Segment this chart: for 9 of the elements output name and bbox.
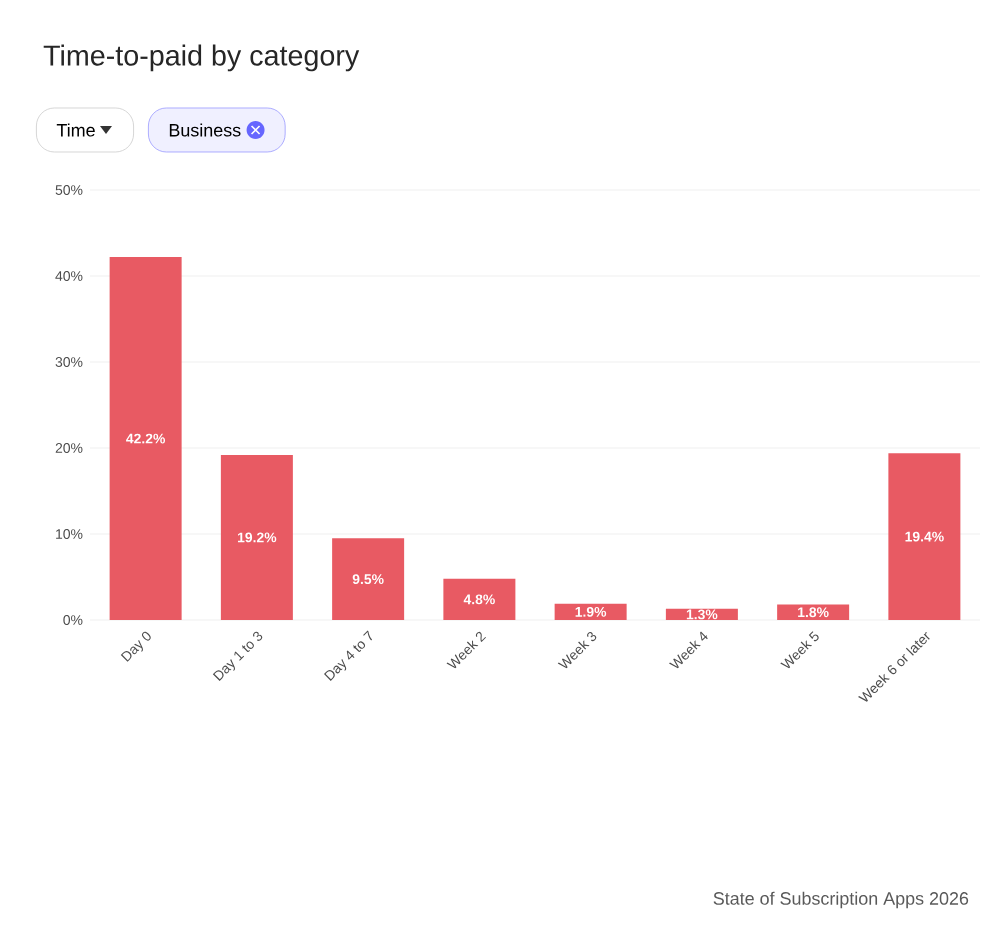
- bar: [443, 578, 516, 620]
- bar: [888, 453, 961, 620]
- bar: [332, 538, 405, 620]
- bar: [220, 454, 293, 620]
- chart-title: Time-to-paid by category: [43, 44, 360, 72]
- bar: [109, 257, 182, 620]
- text: State of Subscription Apps 2026: [713, 891, 969, 909]
- text: Business: [169, 123, 241, 137]
- text: Time: [56, 123, 95, 137]
